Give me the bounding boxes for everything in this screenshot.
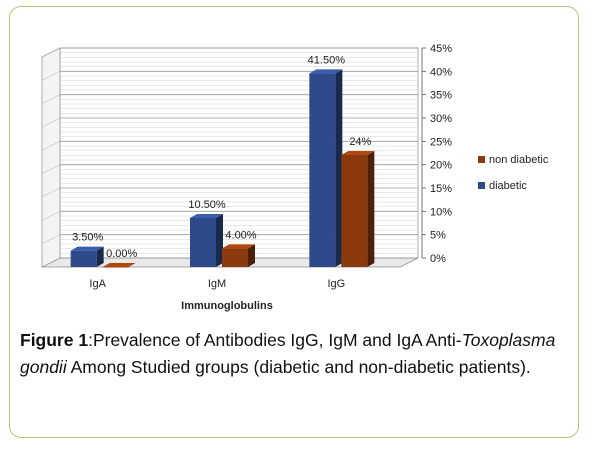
gridline-side: [41, 71, 61, 81]
gridline-side: [41, 211, 61, 221]
bar-side: [96, 246, 104, 267]
bar-diabetic-IgG: [309, 73, 336, 267]
legend-swatch-diabetic: [478, 182, 485, 189]
bar-non-diabetic-IgM: [222, 248, 248, 267]
bar-side: [248, 244, 255, 267]
gridline-side: [41, 187, 61, 198]
chart-side-wall: [41, 47, 61, 268]
caption-text-2: Among Studied groups (diabetic and non-d…: [66, 357, 531, 377]
x-tick-label: IgG: [327, 278, 345, 290]
bar-side: [367, 151, 375, 267]
bar-side: [335, 69, 343, 267]
y-tick-label: 45%: [430, 43, 452, 55]
x-tick-label: IgA: [89, 278, 106, 290]
bar-non-diabetic-IgA: [102, 267, 129, 268]
chart-area: 0% 5% 10% 15% 20% 25% 30% 35% 40% 45% 3.50% 0.00% Ig…: [18, 22, 578, 322]
y-tick-label: 35%: [430, 90, 452, 102]
legend-label-non-diabetic: non diabetic: [489, 154, 549, 166]
bar-top: [222, 244, 255, 249]
gridline-side: [41, 234, 61, 244]
bar-chart: 0% 5% 10% 15% 20% 25% 30% 35% 40% 45% 3.50%0.00% Ig…: [41, 43, 549, 312]
gridline-side: [41, 117, 61, 128]
data-label: 41.50%: [308, 54, 346, 66]
caption-species: Toxoplasma gondii: [20, 330, 556, 377]
bar-top: [102, 263, 136, 267]
gridline-side: [41, 141, 61, 151]
data-label: 4.00%: [225, 229, 256, 241]
data-label: 10.50%: [188, 199, 226, 211]
y-tick-label: 15%: [430, 183, 452, 195]
data-label: 24%: [349, 136, 371, 148]
y-tick-label: 5%: [430, 230, 446, 242]
legend-label-diabetic: diabetic: [489, 180, 527, 192]
y-tick-label: 20%: [430, 160, 452, 172]
bar-diabetic-IgM: [190, 218, 216, 267]
y-tick-label: 40%: [430, 66, 452, 78]
gridline-side: [41, 94, 61, 104]
bar-top: [190, 214, 223, 218]
bar-top: [70, 246, 104, 251]
y-tick-label: 25%: [430, 136, 452, 148]
bar-side: [216, 214, 223, 267]
gridline-side: [41, 164, 61, 174]
y-tick-label: 30%: [430, 113, 452, 125]
bar-non-diabetic-IgG: [341, 155, 368, 267]
bar-top: [309, 69, 343, 74]
bar-top: [341, 151, 375, 155]
data-label: 3.50%: [72, 232, 103, 244]
y-tick-label: 10%: [430, 206, 452, 218]
caption-text-1: :Prevalence of Antibodies IgG, IgM and I…: [88, 330, 462, 350]
x-tick-label: IgM: [208, 278, 226, 290]
x-axis-label: Immunoglobulins: [181, 300, 273, 312]
gridline-side: [41, 47, 61, 58]
gridline-side: [41, 257, 61, 268]
legend-swatch-non-diabetic: [478, 156, 485, 163]
y-tick-label: 0%: [430, 253, 446, 265]
figure-caption: Figure 1:Prevalence of Antibodies IgG, I…: [20, 327, 568, 381]
caption-label: Figure 1: [20, 330, 89, 350]
bar-diabetic-IgA: [70, 250, 97, 267]
data-label: 0.00%: [106, 248, 137, 260]
